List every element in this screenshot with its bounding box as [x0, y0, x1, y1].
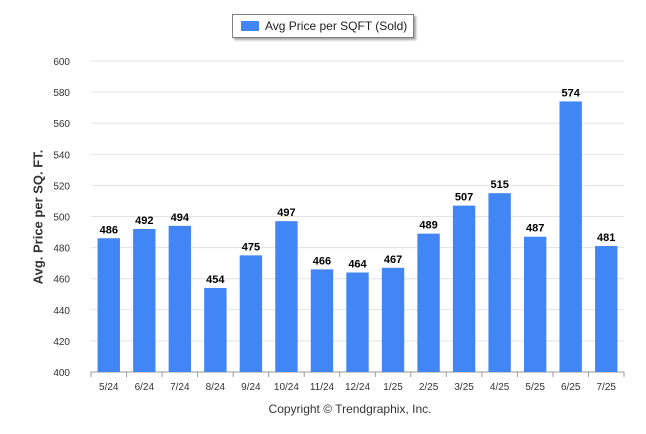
axes — [90, 371, 625, 377]
data-label: 487 — [526, 223, 544, 235]
x-tick-labels: 5/24 6/24 7/24 8/24 9/24 10/24 11/24 12/24 1/25 2… — [99, 382, 616, 393]
y-tick-label: 500 — [53, 213, 70, 224]
data-label: 507 — [455, 192, 473, 204]
y-tick-label: 520 — [53, 181, 70, 192]
x-tick-label: 9/24 — [241, 382, 261, 393]
bar — [381, 267, 405, 372]
y-axis-label: Avg. Price per SQ. FT. — [30, 149, 46, 285]
data-labels: 486 492 494 454 475 497 466 464 467 489 507 515 487 5… — [100, 87, 616, 286]
legend[interactable]: Avg Price per SQFT (Sold) — [232, 14, 414, 38]
bar — [204, 288, 227, 372]
bar — [452, 205, 476, 372]
data-label: 464 — [348, 258, 367, 270]
data-label: 454 — [206, 274, 225, 286]
y-tick-label: 540 — [53, 150, 70, 161]
y-tick-label: 400 — [53, 368, 70, 379]
x-tick-label: 10/24 — [274, 382, 299, 393]
bar — [559, 101, 582, 373]
x-tick-label: 2/25 — [419, 382, 439, 393]
legend-label: Avg Price per SQFT (Sold) — [265, 19, 408, 33]
data-label: 481 — [597, 232, 615, 244]
x-tick-label: 3/25 — [454, 382, 474, 393]
x-tick-label: 4/25 — [490, 382, 510, 393]
x-tick-label: 11/24 — [310, 382, 335, 393]
data-label: 486 — [100, 224, 118, 236]
y-tick-label: 460 — [53, 275, 70, 286]
data-label: 467 — [384, 254, 402, 266]
bar — [523, 236, 547, 372]
bar — [310, 269, 334, 372]
bar — [239, 255, 263, 372]
y-tick-label: 440 — [53, 306, 70, 317]
x-tick-label: 6/25 — [561, 382, 581, 393]
x-tick-label: 6/24 — [135, 382, 155, 393]
data-label: 475 — [242, 241, 260, 253]
y-tick-labels: 400 420 440 460 480 500 520 540 560 580 600 — [53, 57, 70, 379]
y-tick-label: 580 — [53, 88, 70, 99]
data-label: 497 — [277, 207, 295, 219]
bar — [488, 193, 511, 372]
y-tick-label: 480 — [53, 244, 70, 255]
x-tick-label: 7/25 — [596, 382, 616, 393]
x-tick-label: 7/24 — [170, 382, 190, 393]
bar — [168, 225, 192, 372]
bar — [275, 221, 298, 372]
x-tick-label: 5/24 — [99, 382, 119, 393]
data-label: 515 — [490, 179, 508, 191]
x-tick-label: 12/24 — [345, 382, 370, 393]
bar — [97, 238, 120, 372]
x-tick-label: 1/25 — [383, 382, 403, 393]
y-tick-label: 560 — [53, 119, 70, 130]
data-label: 574 — [562, 87, 581, 99]
bar — [595, 246, 618, 372]
copyright-footer: Copyright © Trendgraphix, Inc. — [268, 402, 432, 416]
bar — [417, 233, 440, 372]
data-label: 466 — [313, 255, 331, 267]
data-label: 494 — [171, 212, 190, 224]
legend-swatch — [241, 21, 259, 31]
bars — [97, 101, 618, 373]
y-tick-label: 600 — [53, 57, 70, 68]
data-label: 492 — [135, 215, 153, 227]
bar — [133, 228, 156, 372]
x-tick-label: 5/25 — [525, 382, 545, 393]
data-label: 489 — [419, 220, 437, 232]
bar — [346, 272, 369, 372]
y-tick-label: 420 — [53, 337, 70, 348]
x-tick-label: 8/24 — [206, 382, 226, 393]
